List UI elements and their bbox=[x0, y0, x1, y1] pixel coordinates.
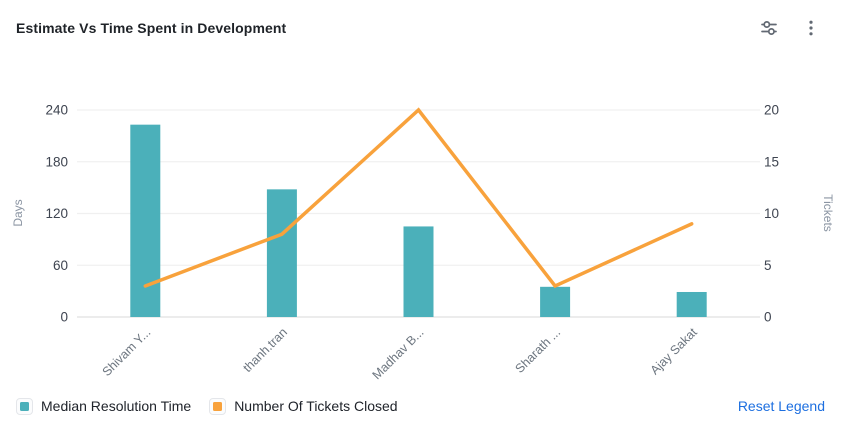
bar-Shivam Y...[interactable] bbox=[130, 124, 161, 317]
reset-legend-button[interactable]: Reset Legend bbox=[737, 398, 825, 414]
bar-Ajay Sakat[interactable] bbox=[676, 291, 707, 317]
chart-legend: Median Resolution Time Number Of Tickets … bbox=[16, 397, 398, 415]
left-axis-tick-0: 0 bbox=[60, 310, 68, 325]
chart-settings-button[interactable] bbox=[755, 14, 783, 42]
legend-item-label: Number Of Tickets Closed bbox=[234, 398, 398, 414]
legend-swatch-icon bbox=[209, 397, 227, 415]
right-axis-tick-5: 5 bbox=[764, 258, 772, 273]
bar-Sharath ...[interactable] bbox=[540, 286, 571, 317]
left-axis-tick-240: 240 bbox=[45, 103, 68, 118]
category-label-4: Ajay Sakat bbox=[648, 325, 701, 378]
category-label-3: Sharath ... bbox=[513, 325, 564, 376]
legend-item-number-of-tickets-closed[interactable]: Number Of Tickets Closed bbox=[209, 397, 398, 415]
legend-swatch-icon bbox=[16, 397, 33, 415]
left-axis-name: Days bbox=[11, 199, 25, 226]
category-label-2: Madhav B... bbox=[370, 325, 427, 380]
category-label-1: thanh.tran bbox=[240, 325, 290, 375]
chart-plot-area: 0 60 120 180 240 0 5 10 15 20 Days Tickets Shivam Y.… bbox=[0, 60, 841, 383]
legend-swatch-color bbox=[213, 401, 223, 411]
more-options-kebab-icon bbox=[801, 18, 821, 38]
legend-item-label: Median Resolution Time bbox=[41, 398, 192, 414]
bar-Madhav B...[interactable] bbox=[403, 226, 434, 317]
left-axis-tick-60: 60 bbox=[53, 258, 68, 273]
legend-swatch-color bbox=[20, 401, 29, 411]
combo-chart-canvas: 0 60 120 180 240 0 5 10 15 20 Days Tickets Shivam Y.… bbox=[11, 103, 835, 383]
right-axis-tick-20: 20 bbox=[764, 103, 779, 118]
legend-item-median-resolution-time[interactable]: Median Resolution Time bbox=[16, 397, 192, 415]
right-axis-tick-15: 15 bbox=[764, 154, 779, 169]
left-axis-tick-120: 120 bbox=[45, 206, 68, 221]
bar-thanh.tran[interactable] bbox=[266, 189, 297, 317]
card-header: Estimate Vs Time Spent in Development bbox=[0, 0, 841, 56]
card-footer: Median Resolution Time Number Of Tickets … bbox=[0, 392, 841, 420]
right-axis-name: Tickets bbox=[821, 194, 835, 232]
chart-title: Estimate Vs Time Spent in Development bbox=[16, 20, 287, 36]
right-axis-tick-10: 10 bbox=[764, 206, 779, 221]
header-controls bbox=[755, 14, 825, 42]
category-label-0: Shivam Y... bbox=[100, 325, 154, 379]
right-axis-tick-0: 0 bbox=[764, 310, 772, 325]
chart-settings-sliders-icon bbox=[759, 18, 779, 38]
left-axis-tick-180: 180 bbox=[45, 154, 68, 169]
more-options-button[interactable] bbox=[797, 14, 825, 42]
tickets-line-series bbox=[143, 107, 694, 289]
